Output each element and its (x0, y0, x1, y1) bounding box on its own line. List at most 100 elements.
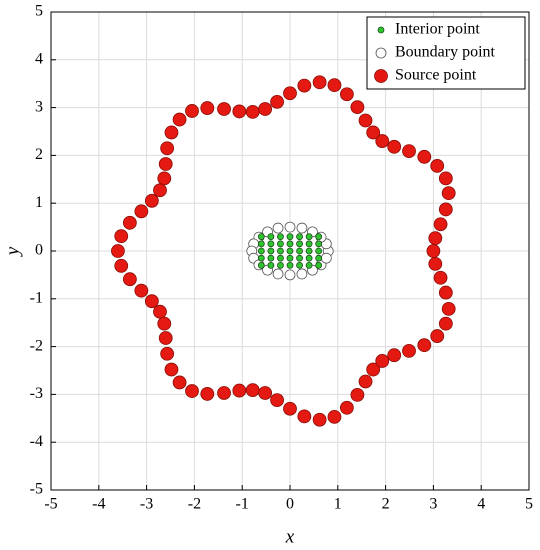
data-point (267, 261, 275, 269)
y-tick-label: -1 (30, 289, 43, 306)
data-point (172, 375, 187, 390)
data-point (296, 261, 303, 269)
data-point (387, 139, 402, 154)
data-point (160, 346, 175, 361)
data-point (277, 254, 284, 262)
data-point (122, 272, 137, 287)
data-point (217, 386, 231, 400)
data-point (441, 301, 456, 316)
x-tick-label: -1 (236, 496, 249, 513)
x-tick-label: 5 (525, 496, 533, 513)
data-point (258, 386, 273, 400)
data-point (296, 233, 303, 241)
data-point (111, 244, 125, 258)
data-point (315, 247, 323, 255)
data-point (277, 261, 284, 269)
y-tick-label: 3 (35, 98, 43, 115)
data-point (257, 261, 265, 269)
data-point (350, 387, 365, 402)
data-point (430, 159, 445, 173)
x-tick-label: -3 (140, 496, 153, 513)
data-point (312, 75, 327, 90)
data-point (350, 100, 365, 115)
data-point (164, 362, 179, 377)
data-point (114, 229, 129, 244)
data-point (417, 338, 432, 353)
data-point (157, 171, 172, 186)
data-point (283, 401, 297, 416)
data-point (158, 157, 173, 171)
data-point (272, 268, 284, 280)
data-point (257, 254, 265, 262)
data-point (296, 268, 308, 280)
data-point (315, 261, 323, 269)
y-tick-label: 1 (35, 194, 43, 211)
data-point (153, 183, 167, 198)
x-tick-label: 1 (334, 496, 342, 513)
data-point (433, 270, 448, 285)
y-tick-label: -5 (30, 481, 43, 498)
data-point (315, 240, 323, 248)
x-tick-label: -4 (92, 496, 105, 513)
data-point (172, 112, 187, 127)
data-point (134, 283, 149, 298)
legend-box (366, 16, 526, 90)
data-point (200, 387, 215, 401)
data-point (258, 102, 273, 116)
data-point (315, 233, 323, 241)
data-point (200, 101, 215, 115)
data-point (158, 331, 173, 345)
data-point (277, 233, 284, 241)
data-point (267, 247, 275, 255)
data-point (270, 393, 284, 408)
data-point (327, 409, 342, 424)
data-point (366, 125, 381, 140)
legend-marker (375, 47, 387, 59)
data-point (296, 240, 303, 248)
data-point (232, 383, 247, 398)
x-tick-label: 4 (477, 496, 485, 513)
legend-marker (377, 26, 385, 34)
y-tick-label: 5 (35, 3, 43, 20)
data-point (438, 171, 453, 186)
data-point (144, 193, 159, 208)
data-point (257, 247, 265, 255)
y-tick-label: -3 (30, 385, 43, 402)
y-tick-label: -2 (30, 337, 43, 354)
data-point (305, 254, 313, 262)
data-point (114, 258, 129, 273)
legend: Interior point Boundary point Source point (366, 16, 526, 90)
data-point (426, 244, 441, 258)
data-point (433, 217, 448, 232)
data-point (217, 102, 231, 116)
data-point (305, 233, 313, 241)
data-point (296, 222, 308, 234)
data-point (358, 113, 373, 128)
data-point (417, 149, 432, 164)
x-tick-label: 0 (286, 496, 294, 513)
data-point (277, 240, 284, 248)
data-point (441, 186, 456, 201)
data-point (305, 247, 313, 255)
x-tick-label: -2 (188, 496, 201, 513)
x-tick-label: 3 (429, 496, 437, 513)
data-point (257, 240, 265, 248)
data-point (286, 240, 294, 248)
data-point (267, 240, 275, 248)
x-axis-label: x (285, 526, 295, 547)
data-point (402, 144, 416, 158)
data-point (277, 247, 284, 255)
data-point (387, 348, 402, 363)
x-tick-label: -5 (44, 496, 57, 513)
data-point (305, 240, 313, 248)
data-point (257, 233, 265, 241)
data-point (375, 134, 390, 148)
data-point (134, 204, 149, 219)
data-point (366, 362, 381, 377)
legend-label: Source point (395, 67, 477, 84)
data-point (164, 125, 179, 140)
y-tick-label: -4 (30, 433, 43, 450)
data-point (438, 202, 453, 217)
data-point (296, 247, 303, 255)
